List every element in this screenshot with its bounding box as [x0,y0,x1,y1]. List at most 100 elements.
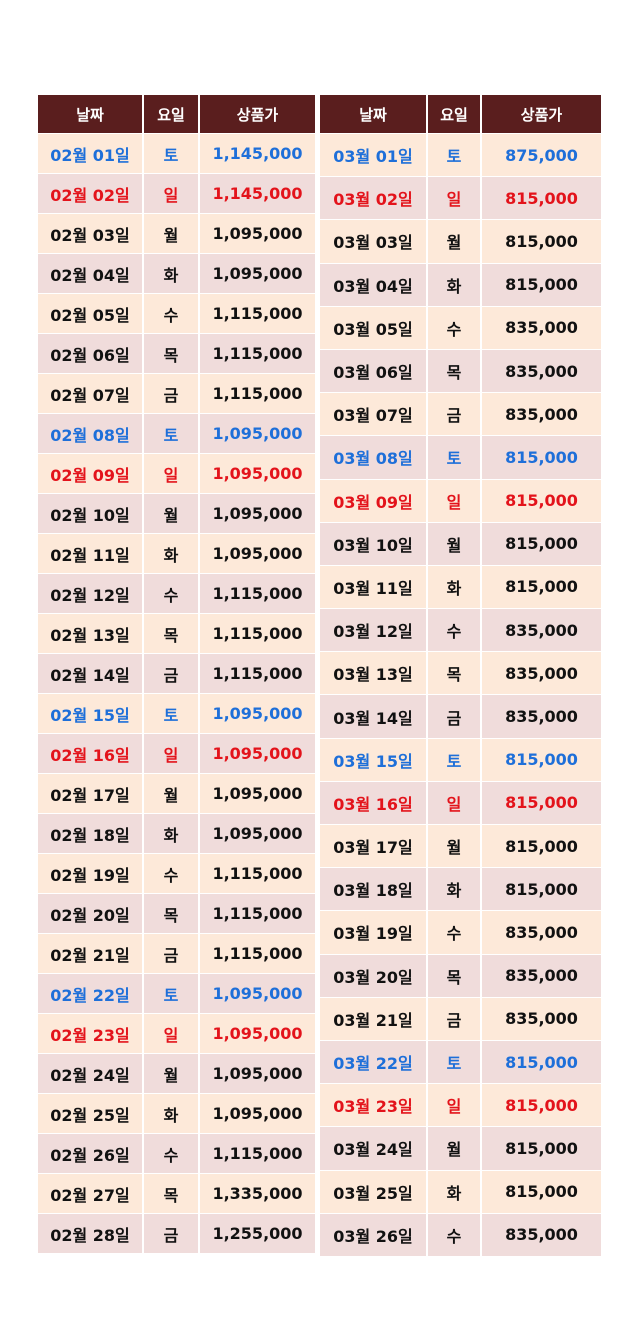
price-cell: 1,145,000 [199,133,315,174]
date-cell: 03월 03일 [320,219,428,264]
weekday-cell: 화 [143,533,200,574]
price-cell: 815,000 [481,867,601,911]
price-cell: 835,000 [481,305,601,350]
date-cell: 03월 23일 [320,1083,428,1127]
table-row: 02월 22일 토 1,095,000 [38,973,315,1014]
table-row: 02월 28일 금 1,255,000 [38,1213,315,1253]
date-cell: 02월 24일 [38,1053,144,1094]
header-row: 날짜 요일 상품가 [320,95,601,134]
table-row: 03월 24일 월 815,000 [320,1126,601,1170]
price-cell: 815,000 [481,823,601,868]
price-cell: 815,000 [481,564,601,609]
weekday-cell: 토 [427,1039,482,1084]
price-cell: 835,000 [481,694,601,739]
table-row: 03월 21일 금 835,000 [320,996,601,1041]
date-cell: 02월 01일 [38,133,144,174]
weekday-cell: 화 [427,564,482,609]
price-cell: 1,115,000 [199,573,315,614]
weekday-cell: 수 [427,305,482,350]
table-row: 03월 16일 일 815,000 [320,780,601,825]
price-cell: 1,115,000 [199,1133,315,1174]
weekday-cell: 월 [427,521,482,566]
weekday-cell: 화 [143,813,200,854]
table-row: 03월 14일 금 835,000 [320,694,601,739]
date-cell: 03월 12일 [320,608,428,652]
date-cell: 03월 05일 [320,305,428,350]
price-cell: 815,000 [481,780,601,825]
date-cell: 02월 06일 [38,333,144,374]
price-cell: 815,000 [481,435,601,479]
table-row: 03월 04일 화 815,000 [320,262,601,307]
table-row: 03월 23일 일 815,000 [320,1083,601,1127]
header-row: 날짜 요일 상품가 [38,95,315,134]
date-cell: 03월 18일 [320,867,428,911]
weekday-cell: 토 [427,435,482,479]
table-row: 03월 22일 토 815,000 [320,1039,601,1084]
price-cell: 1,115,000 [199,893,315,934]
weekday-cell: 수 [143,573,200,614]
weekday-cell: 금 [427,996,482,1041]
date-cell: 03월 19일 [320,910,428,955]
price-cell: 1,095,000 [199,493,315,534]
table-row: 02월 05일 수 1,115,000 [38,293,315,334]
date-cell: 02월 02일 [38,173,144,214]
weekday-cell: 수 [427,608,482,652]
table-row: 03월 01일 토 875,000 [320,132,601,177]
header-date: 날짜 [320,95,428,134]
weekday-cell: 토 [143,973,200,1014]
weekday-cell: 토 [143,413,200,454]
date-cell: 03월 15일 [320,737,428,782]
table-row: 02월 26일 수 1,115,000 [38,1133,315,1174]
price-cell: 835,000 [481,651,601,695]
price-cell: 815,000 [481,1039,601,1084]
header-price: 상품가 [199,95,315,134]
price-cell: 815,000 [481,1169,601,1214]
table-row: 02월 18일 화 1,095,000 [38,813,315,854]
price-cell: 835,000 [481,392,601,436]
date-cell: 02월 10일 [38,493,144,534]
price-cell: 1,095,000 [199,733,315,774]
price-cell: 1,095,000 [199,213,315,254]
table-row: 03월 26일 수 835,000 [320,1212,601,1256]
date-cell: 03월 24일 [320,1126,428,1170]
date-cell: 02월 18일 [38,813,144,854]
table-row: 02월 07일 금 1,115,000 [38,373,315,414]
price-cell: 1,095,000 [199,693,315,734]
weekday-cell: 토 [143,133,200,174]
price-cell: 1,095,000 [199,1053,315,1094]
table-row: 02월 02일 일 1,145,000 [38,173,315,214]
weekday-cell: 월 [143,1053,200,1094]
table-row: 03월 13일 목 835,000 [320,651,601,695]
weekday-cell: 월 [427,1126,482,1170]
table-row: 03월 11일 화 815,000 [320,564,601,609]
price-cell: 1,095,000 [199,253,315,294]
weekday-cell: 금 [427,392,482,436]
price-cell: 835,000 [481,348,601,393]
date-cell: 03월 02일 [320,176,428,220]
date-cell: 03월 09일 [320,478,428,523]
date-cell: 02월 05일 [38,293,144,334]
weekday-cell: 목 [143,893,200,934]
date-cell: 03월 01일 [320,132,428,177]
date-cell: 02월 12일 [38,573,144,614]
table-row: 02월 21일 금 1,115,000 [38,933,315,974]
table-row: 02월 16일 일 1,095,000 [38,733,315,774]
date-cell: 03월 13일 [320,651,428,695]
date-cell: 02월 16일 [38,733,144,774]
date-cell: 02월 15일 [38,693,144,734]
weekday-cell: 목 [143,613,200,654]
date-cell: 03월 17일 [320,823,428,868]
price-cell: 1,095,000 [199,813,315,854]
date-cell: 03월 25일 [320,1169,428,1214]
price-cell: 1,115,000 [199,933,315,974]
date-cell: 03월 16일 [320,780,428,825]
table-row: 02월 20일 목 1,115,000 [38,893,315,934]
date-cell: 02월 22일 [38,973,144,1014]
date-cell: 03월 08일 [320,435,428,479]
table-row: 03월 07일 금 835,000 [320,392,601,436]
date-cell: 03월 26일 [320,1212,428,1256]
table-row: 02월 25일 화 1,095,000 [38,1093,315,1134]
weekday-cell: 월 [143,773,200,814]
table-row: 02월 15일 토 1,095,000 [38,693,315,734]
table-row: 03월 20일 목 835,000 [320,953,601,998]
